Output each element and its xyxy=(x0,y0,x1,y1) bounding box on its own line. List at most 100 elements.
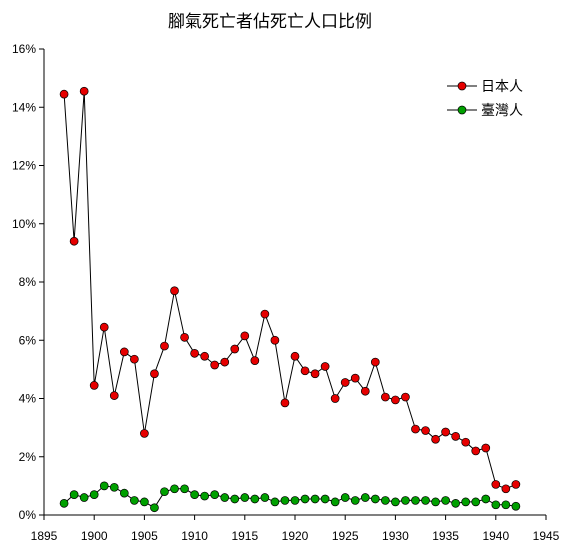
data-point xyxy=(59,499,69,508)
data-point xyxy=(391,497,400,507)
data-point xyxy=(270,335,280,345)
series-layer xyxy=(59,86,521,513)
x-tick-label: 1930 xyxy=(382,529,409,543)
y-tick-label: 10% xyxy=(12,217,36,231)
legend-label: 日本人 xyxy=(481,79,523,95)
y-tick-label: 14% xyxy=(12,100,36,114)
data-point xyxy=(340,493,350,502)
data-point xyxy=(401,392,410,402)
x-tick-label: 1925 xyxy=(332,529,359,543)
data-point xyxy=(300,494,310,504)
x-tick-label: 1895 xyxy=(31,529,58,543)
data-point xyxy=(119,347,129,357)
data-point xyxy=(511,480,521,489)
y-tick-label: 8% xyxy=(19,275,37,289)
data-point xyxy=(140,429,149,438)
data-point xyxy=(401,496,410,505)
data-point xyxy=(210,360,220,370)
series-line xyxy=(63,485,516,509)
axis-ticks: 0% 2% 4% 6% 8% 10% 12% 14% 16% 1895 1900 1905 1910 19… xyxy=(12,42,560,543)
data-point xyxy=(501,484,511,494)
data-point xyxy=(99,322,109,332)
data-point xyxy=(230,494,240,504)
y-tick-label: 4% xyxy=(19,392,37,406)
x-tick-label: 1910 xyxy=(181,529,208,543)
legend-marker xyxy=(457,81,467,91)
data-point xyxy=(200,491,209,501)
data-point xyxy=(280,496,290,505)
data-point xyxy=(170,286,179,296)
data-point xyxy=(471,497,481,507)
data-point xyxy=(240,331,250,341)
data-point xyxy=(511,501,521,511)
x-tick-label: 1945 xyxy=(533,529,560,543)
data-point xyxy=(461,497,471,507)
data-point xyxy=(260,493,270,502)
data-point xyxy=(130,496,139,505)
data-point xyxy=(290,351,300,361)
legend-item-1: 日本人 xyxy=(447,79,523,95)
y-tick-label: 6% xyxy=(19,333,37,347)
data-point xyxy=(431,434,440,444)
data-point xyxy=(180,332,189,342)
chart-title: 腳氣死亡者佔死亡人口比例 xyxy=(168,12,372,32)
data-point xyxy=(431,497,440,507)
data-point xyxy=(290,496,300,505)
data-point xyxy=(330,497,340,507)
data-point xyxy=(109,391,119,400)
data-point xyxy=(501,500,511,510)
data-point xyxy=(69,236,79,246)
legend-item-2: 臺灣人 xyxy=(447,103,523,119)
data-point xyxy=(441,496,450,505)
data-point xyxy=(350,496,360,505)
series-line xyxy=(63,91,517,490)
data-point xyxy=(99,481,109,491)
data-point xyxy=(441,427,450,437)
data-point xyxy=(170,484,179,494)
data-point xyxy=(310,369,320,379)
x-tick-label: 1900 xyxy=(81,529,108,543)
data-point xyxy=(300,366,310,376)
data-point xyxy=(421,496,430,505)
x-tick-label: 1920 xyxy=(282,529,309,543)
data-point xyxy=(411,424,420,434)
data-point xyxy=(491,500,501,510)
data-point xyxy=(471,446,481,456)
data-point xyxy=(59,89,69,99)
data-point xyxy=(89,490,99,499)
data-point xyxy=(260,309,270,319)
data-point xyxy=(130,354,139,364)
data-point xyxy=(109,482,119,492)
data-point xyxy=(79,86,89,96)
data-point xyxy=(451,432,460,441)
data-point xyxy=(411,496,420,505)
data-point xyxy=(119,488,129,498)
y-tick-label: 0% xyxy=(19,508,37,522)
data-point xyxy=(270,497,280,507)
data-point xyxy=(150,369,159,379)
data-point xyxy=(320,362,330,371)
data-point xyxy=(200,351,209,361)
data-point xyxy=(381,496,390,505)
data-point xyxy=(370,357,380,367)
data-point xyxy=(160,487,169,497)
x-tick-label: 1940 xyxy=(482,529,509,543)
y-tick-label: 2% xyxy=(19,450,37,464)
data-point xyxy=(481,494,491,504)
data-point xyxy=(240,493,250,502)
data-point xyxy=(381,392,390,402)
data-point xyxy=(481,443,491,453)
series-2 xyxy=(59,481,521,513)
x-tick-label: 1905 xyxy=(131,529,158,543)
data-point xyxy=(89,381,99,390)
data-point xyxy=(160,341,169,351)
data-point xyxy=(320,494,330,504)
data-point xyxy=(491,480,501,489)
data-point xyxy=(69,490,79,499)
data-point xyxy=(220,493,230,502)
data-point xyxy=(330,394,340,403)
data-point xyxy=(370,494,380,504)
data-point xyxy=(340,378,350,387)
